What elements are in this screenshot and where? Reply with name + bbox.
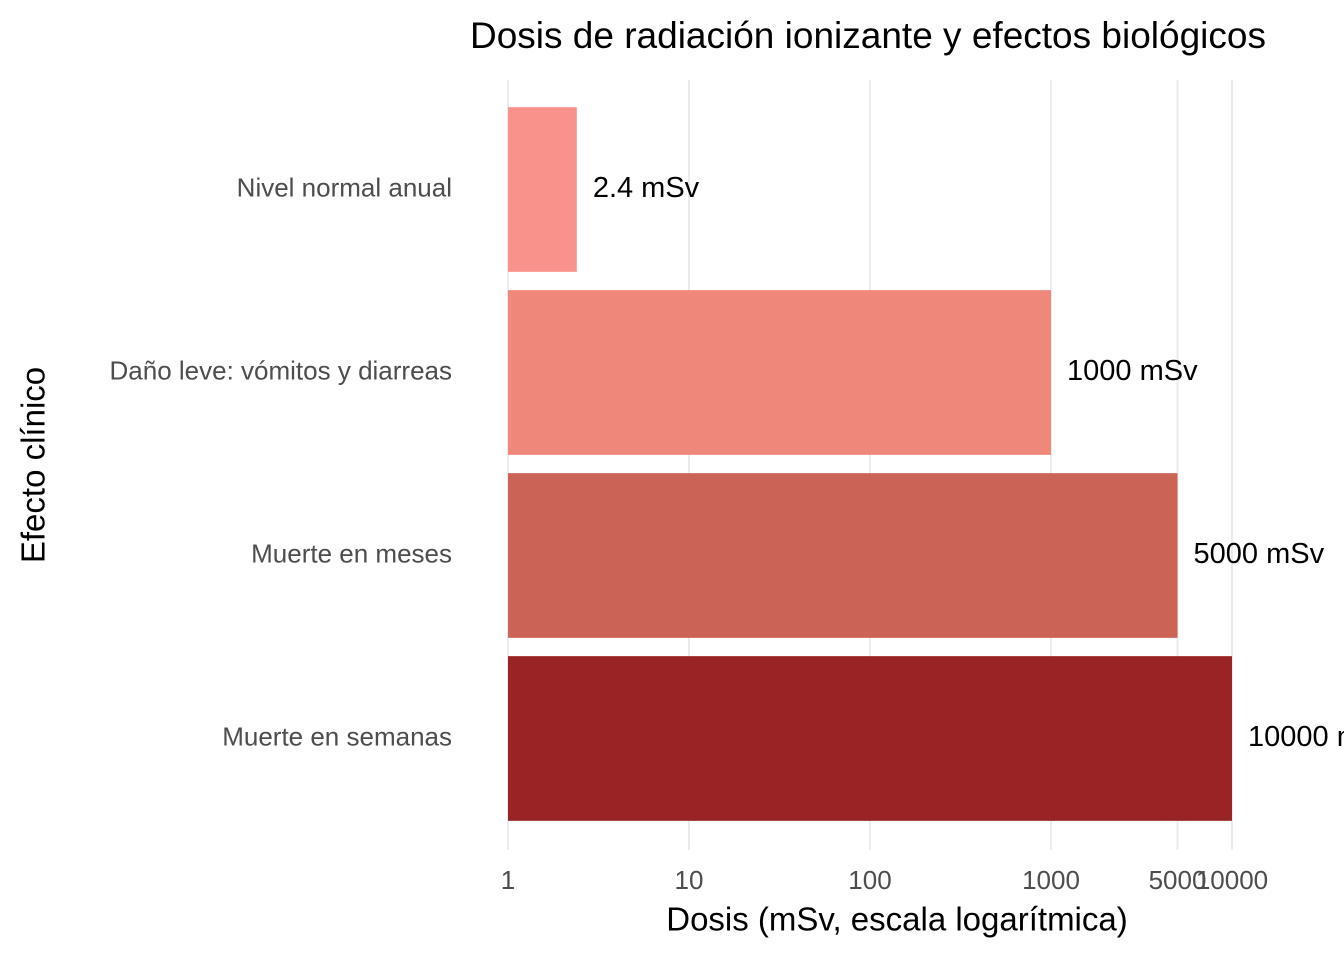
value-label: 1000 mSv <box>1067 355 1198 387</box>
x-tick-label: 100 <box>848 865 891 895</box>
y-tick-label: Daño leve: vómitos y diarreas <box>110 355 452 385</box>
y-tick-label: Muerte en semanas <box>222 721 452 751</box>
x-tick-label: 10000 <box>1196 865 1268 895</box>
value-label: 5000 mSv <box>1194 538 1325 570</box>
x-tick-label: 1 <box>501 865 515 895</box>
bar <box>508 656 1232 821</box>
chart-title: Dosis de radiación ionizante y efectos b… <box>470 15 1266 56</box>
x-axis-title: Dosis (mSv, escala logarítmica) <box>666 901 1128 938</box>
x-tick-label: 10 <box>675 865 704 895</box>
bar <box>508 473 1178 638</box>
value-label: 2.4 mSv <box>593 172 700 204</box>
y-tick-label: Nivel normal anual <box>237 172 452 202</box>
x-tick-label: 5000 <box>1149 865 1207 895</box>
y-tick-label: Muerte en meses <box>251 538 452 568</box>
y-axis-title: Efecto clínico <box>15 367 52 563</box>
x-tick-label: 1000 <box>1022 865 1080 895</box>
value-label: 10000 mSv <box>1248 721 1344 753</box>
bar <box>508 107 577 272</box>
bar <box>508 290 1051 455</box>
